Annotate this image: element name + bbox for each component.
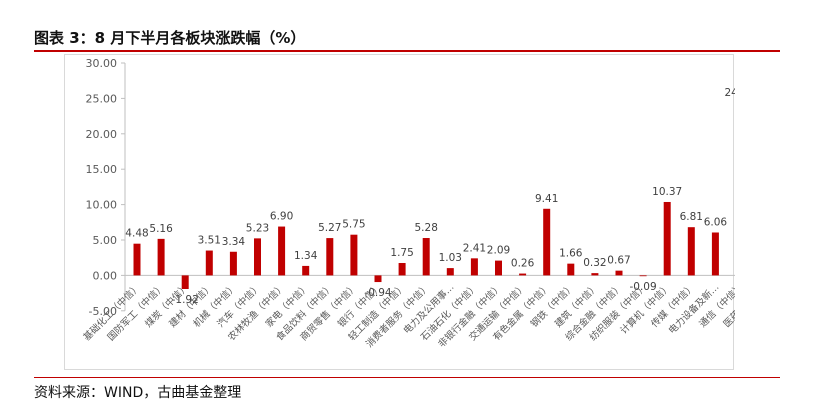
data-label: 0.26 bbox=[511, 258, 535, 270]
data-label: 0.32 bbox=[583, 257, 606, 269]
data-label: 2.09 bbox=[487, 245, 510, 257]
data-label: 5.75 bbox=[342, 219, 365, 231]
bar bbox=[350, 234, 358, 276]
data-label: 10.37 bbox=[652, 186, 682, 198]
bar-chart: 30.00 25.00 20.00 15.00 10.00 5.00 0.00 -5.00 4.… bbox=[81, 57, 735, 350]
data-label: 3.34 bbox=[222, 236, 246, 248]
bar bbox=[567, 263, 575, 276]
figure-title: 图表 3：8 月下半月各板块涨跌幅（%） bbox=[34, 29, 306, 47]
y-tick-label: 20.00 bbox=[86, 128, 118, 141]
y-tick-label: 30.00 bbox=[86, 57, 118, 70]
data-label: 6.90 bbox=[270, 211, 293, 223]
data-label: 6.06 bbox=[704, 216, 728, 228]
bar bbox=[543, 208, 551, 276]
y-tick-label: -5.00 bbox=[89, 305, 117, 318]
footer-rule bbox=[34, 377, 780, 378]
data-label: 24.34 bbox=[724, 87, 735, 99]
y-tick-label: 5.00 bbox=[93, 234, 118, 247]
y-tick-label: 0.00 bbox=[93, 269, 118, 282]
data-label: 2.41 bbox=[463, 242, 486, 254]
data-label: -1.92 bbox=[172, 294, 199, 306]
bar bbox=[711, 232, 719, 276]
data-label: 1.66 bbox=[559, 248, 583, 260]
bar bbox=[663, 201, 671, 276]
bar bbox=[519, 273, 527, 276]
bar bbox=[639, 275, 647, 277]
data-label: 3.51 bbox=[198, 235, 221, 247]
bar bbox=[229, 251, 237, 276]
bar bbox=[205, 250, 213, 276]
bar bbox=[157, 238, 165, 276]
data-label: 1.75 bbox=[390, 247, 413, 259]
bar bbox=[133, 243, 141, 276]
bar bbox=[422, 238, 430, 276]
y-tick-label: 10.00 bbox=[86, 199, 118, 212]
data-label: -0.94 bbox=[364, 287, 391, 299]
bar bbox=[278, 226, 286, 276]
bar bbox=[326, 238, 334, 276]
data-label: 4.48 bbox=[125, 228, 148, 240]
title-rule bbox=[34, 50, 780, 52]
data-label: 5.28 bbox=[415, 222, 438, 234]
bar bbox=[446, 268, 454, 276]
bar bbox=[181, 275, 189, 289]
bar bbox=[470, 258, 478, 276]
data-label: 9.41 bbox=[535, 193, 558, 205]
bar bbox=[495, 260, 502, 276]
data-label: 0.67 bbox=[607, 255, 630, 267]
data-label: 1.34 bbox=[294, 250, 318, 262]
data-label: 1.03 bbox=[439, 252, 462, 264]
bar bbox=[374, 275, 382, 283]
bar bbox=[398, 263, 406, 276]
data-label: 5.16 bbox=[149, 223, 173, 235]
data-label: -0.09 bbox=[630, 281, 657, 293]
y-tick-label: 25.00 bbox=[86, 92, 118, 105]
source-note: 资料来源：WIND，古曲基金整理 bbox=[34, 385, 242, 401]
bar bbox=[591, 273, 599, 276]
bar bbox=[615, 270, 623, 276]
bar bbox=[302, 265, 310, 276]
data-label: 5.27 bbox=[318, 222, 341, 234]
bar bbox=[687, 227, 695, 276]
chart-frame: 30.00 25.00 20.00 15.00 10.00 5.00 0.00 -5.00 4.… bbox=[64, 54, 735, 370]
data-label: 6.81 bbox=[680, 211, 703, 223]
y-tick-label: 15.00 bbox=[86, 163, 118, 176]
bar bbox=[254, 238, 261, 276]
data-label: 5.23 bbox=[246, 222, 269, 234]
